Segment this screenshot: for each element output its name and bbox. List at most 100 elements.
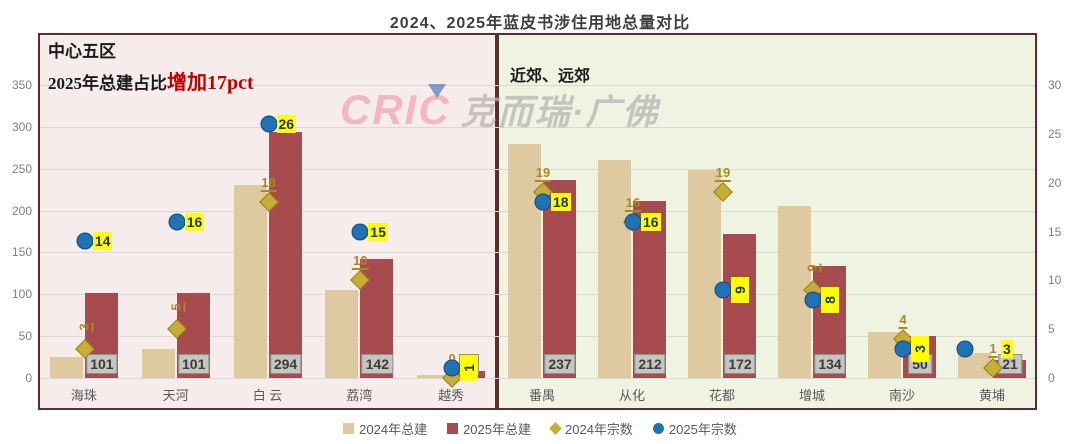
diamond-value-label: 19	[714, 165, 732, 183]
category-label: 白 云	[252, 388, 283, 403]
cric-watermark-text: 克而瑞·广佛	[460, 93, 660, 132]
bar-2025	[723, 234, 756, 378]
circle-marker-2025-count	[534, 193, 552, 211]
bar-2025	[268, 131, 302, 378]
circle-marker-2025-count	[714, 281, 732, 299]
circle-value-label: 15	[368, 222, 388, 241]
bar-value-label: 237	[544, 354, 576, 374]
right-axis-tick: 15	[1048, 224, 1062, 239]
chart-title: 2024、2025年蓝皮书涉住用地总量对比	[389, 15, 691, 32]
circle-value-label: 9	[731, 277, 749, 304]
gridline	[40, 85, 1035, 86]
diamond-value-label: 5	[168, 302, 186, 312]
right-axis-tick: 0	[1048, 371, 1055, 385]
category-label: 从化	[618, 388, 645, 403]
circle-value-label: 14	[92, 232, 113, 251]
category-label: 天河	[162, 388, 189, 403]
category-label: 番禺	[528, 388, 555, 403]
circle-value-label: 26	[276, 115, 297, 134]
left-axis-tick: 150	[11, 245, 32, 260]
left-panel-annotation: 中心五区 2025年总建占比增加17pct	[48, 37, 254, 95]
legend-item-2025-bar: 2025年总建	[447, 419, 531, 438]
cric-logo: CRIC	[340, 83, 451, 133]
right-axis-tick: 20	[1048, 175, 1062, 190]
diamond-value-label: 9	[804, 263, 822, 273]
diamond-value-label: 18	[260, 175, 277, 193]
left-panel-subheader: 2025年总建占比增加17pct	[48, 72, 254, 94]
bar-2024	[141, 348, 175, 378]
diamond-value-label: 10	[352, 253, 369, 271]
bar-value-label: 294	[269, 354, 302, 374]
circle-value-label: 16	[641, 212, 661, 231]
right-axis-tick: 30	[1048, 78, 1062, 92]
circle-marker-2025-count	[894, 340, 912, 358]
circle-value-text: 1	[461, 364, 478, 373]
legend-swatch-2024-count-diamond-icon	[549, 422, 562, 435]
circle-marker-2025-count	[443, 359, 461, 377]
panel-suburbs	[497, 33, 1037, 410]
left-axis-tick: 250	[11, 161, 32, 176]
circle-value-text: 8	[821, 295, 838, 304]
bar-value-label: 134	[814, 354, 846, 374]
right-panel-header: 近郊、远郊	[510, 68, 591, 85]
circle-value-label: 3	[911, 335, 929, 362]
bar-2024	[233, 185, 267, 378]
category-label: 南沙	[888, 388, 915, 403]
diamond-value-label: 19	[534, 165, 552, 183]
circle-marker-2025-count	[168, 213, 186, 231]
left-panel-header: 中心五区	[48, 42, 116, 61]
bar-2024	[325, 290, 359, 378]
left-axis-tick: 300	[11, 119, 32, 134]
legend-swatch-2025-count-circle-icon	[652, 423, 664, 434]
circle-value-label: 3	[1001, 339, 1013, 358]
left-panel-subheader-highlight: 增加17pct	[167, 72, 254, 94]
bar-value-label: 101	[86, 354, 118, 374]
circle-value-text: 3	[911, 344, 928, 353]
diamond-value-label: 3	[76, 322, 94, 332]
circle-value-label: 18	[551, 193, 571, 212]
gridline	[40, 378, 1035, 379]
circle-value-label: 1	[460, 355, 479, 382]
legend: 2024年总建 2025年总建 2024年宗数 2025年宗数	[0, 419, 1080, 438]
category-label: 花都	[708, 388, 735, 403]
diamond-value-label: 1	[988, 341, 998, 359]
legend-swatch-2025-bar	[447, 423, 459, 434]
left-axis-tick: 0	[25, 371, 32, 385]
bar-2024	[508, 143, 541, 378]
legend-swatch-2024-bar	[343, 423, 355, 434]
cric-logo-triangle-icon	[428, 83, 446, 98]
cric-watermark: CRIC 克而瑞·广佛	[340, 83, 660, 135]
gridline	[40, 126, 1035, 128]
bar-2024	[598, 160, 631, 378]
left-axis-tick: 350	[11, 78, 32, 92]
category-label: 荔湾	[346, 388, 373, 403]
bar-value-label: 212	[634, 354, 666, 374]
bar-2025	[543, 179, 576, 378]
bar-2024	[49, 357, 83, 378]
circle-marker-2025-count	[956, 340, 974, 358]
diamond-value-label: 4	[898, 311, 908, 329]
circle-value-label: 16	[184, 212, 205, 231]
circle-value-text: 9	[731, 286, 748, 294]
circle-marker-2025-count	[804, 291, 822, 309]
category-label: 黄埔	[978, 388, 1005, 403]
bar-value-label: 142	[361, 354, 393, 374]
bar-2024	[688, 170, 721, 378]
category-label: 增城	[798, 388, 825, 403]
right-axis-tick: 5	[1048, 322, 1055, 337]
bar-2024	[417, 375, 451, 378]
bar-value-label: 101	[178, 354, 210, 374]
legend-item-2025-count: 2025年宗数	[652, 419, 737, 438]
circle-marker-2025-count	[624, 213, 642, 231]
left-axis-tick: 50	[18, 329, 32, 344]
left-axis-tick: 200	[11, 203, 32, 218]
diamond-value-label: 16	[624, 194, 642, 212]
right-axis-tick: 10	[1048, 273, 1062, 288]
bar-value-label: 172	[724, 354, 756, 374]
left-axis-tick: 100	[11, 287, 32, 302]
category-label: 越秀	[438, 388, 465, 403]
circle-value-label: 8	[821, 286, 839, 313]
right-axis-tick: 25	[1048, 126, 1062, 141]
circle-marker-2025-count	[260, 115, 277, 133]
